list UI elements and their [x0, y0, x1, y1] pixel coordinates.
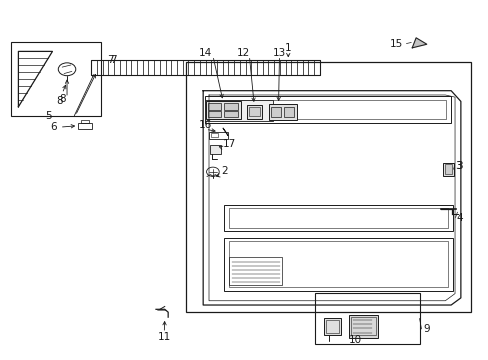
Bar: [246, 105, 261, 118]
Bar: [209, 132, 227, 139]
Bar: [207, 111, 221, 117]
Bar: [204, 96, 450, 123]
Bar: [228, 257, 282, 285]
Text: 14: 14: [199, 48, 212, 58]
Bar: [444, 164, 451, 174]
Bar: [228, 242, 447, 287]
Text: 8: 8: [56, 96, 63, 107]
Bar: [268, 104, 296, 120]
Bar: [205, 102, 240, 119]
Bar: [314, 293, 419, 344]
Polygon shape: [411, 38, 426, 48]
Text: 3: 3: [455, 161, 462, 171]
Text: 8: 8: [59, 94, 65, 104]
Bar: [348, 315, 377, 338]
Bar: [351, 317, 375, 335]
Bar: [204, 100, 272, 121]
Bar: [186, 62, 469, 312]
Bar: [325, 320, 338, 333]
Text: 4: 4: [455, 212, 462, 222]
Bar: [81, 120, 89, 123]
Bar: [442, 163, 453, 176]
Bar: [228, 208, 447, 228]
Bar: [91, 60, 319, 75]
Bar: [248, 108, 259, 116]
Text: 1: 1: [285, 43, 291, 53]
Bar: [207, 103, 221, 110]
Text: 9: 9: [422, 324, 429, 334]
Bar: [284, 107, 293, 117]
Bar: [323, 318, 340, 336]
Bar: [11, 42, 101, 116]
Text: 7: 7: [107, 55, 114, 64]
Text: 11: 11: [157, 332, 170, 342]
Bar: [224, 238, 452, 291]
Text: 17: 17: [223, 139, 236, 149]
Text: 5: 5: [45, 111, 52, 121]
Bar: [224, 111, 237, 117]
Text: 2: 2: [220, 166, 227, 176]
Text: 6: 6: [50, 122, 57, 132]
Text: 16: 16: [199, 120, 212, 130]
Bar: [271, 107, 281, 117]
Text: 12: 12: [236, 48, 250, 58]
Bar: [210, 145, 221, 154]
Text: 7: 7: [110, 55, 116, 65]
Bar: [78, 123, 92, 129]
Bar: [224, 205, 452, 231]
Bar: [224, 103, 237, 110]
Text: 10: 10: [348, 335, 361, 345]
Text: 15: 15: [389, 39, 403, 49]
Text: 13: 13: [272, 48, 285, 58]
Bar: [211, 133, 218, 138]
Text: 3: 3: [454, 161, 461, 171]
Bar: [209, 100, 446, 119]
